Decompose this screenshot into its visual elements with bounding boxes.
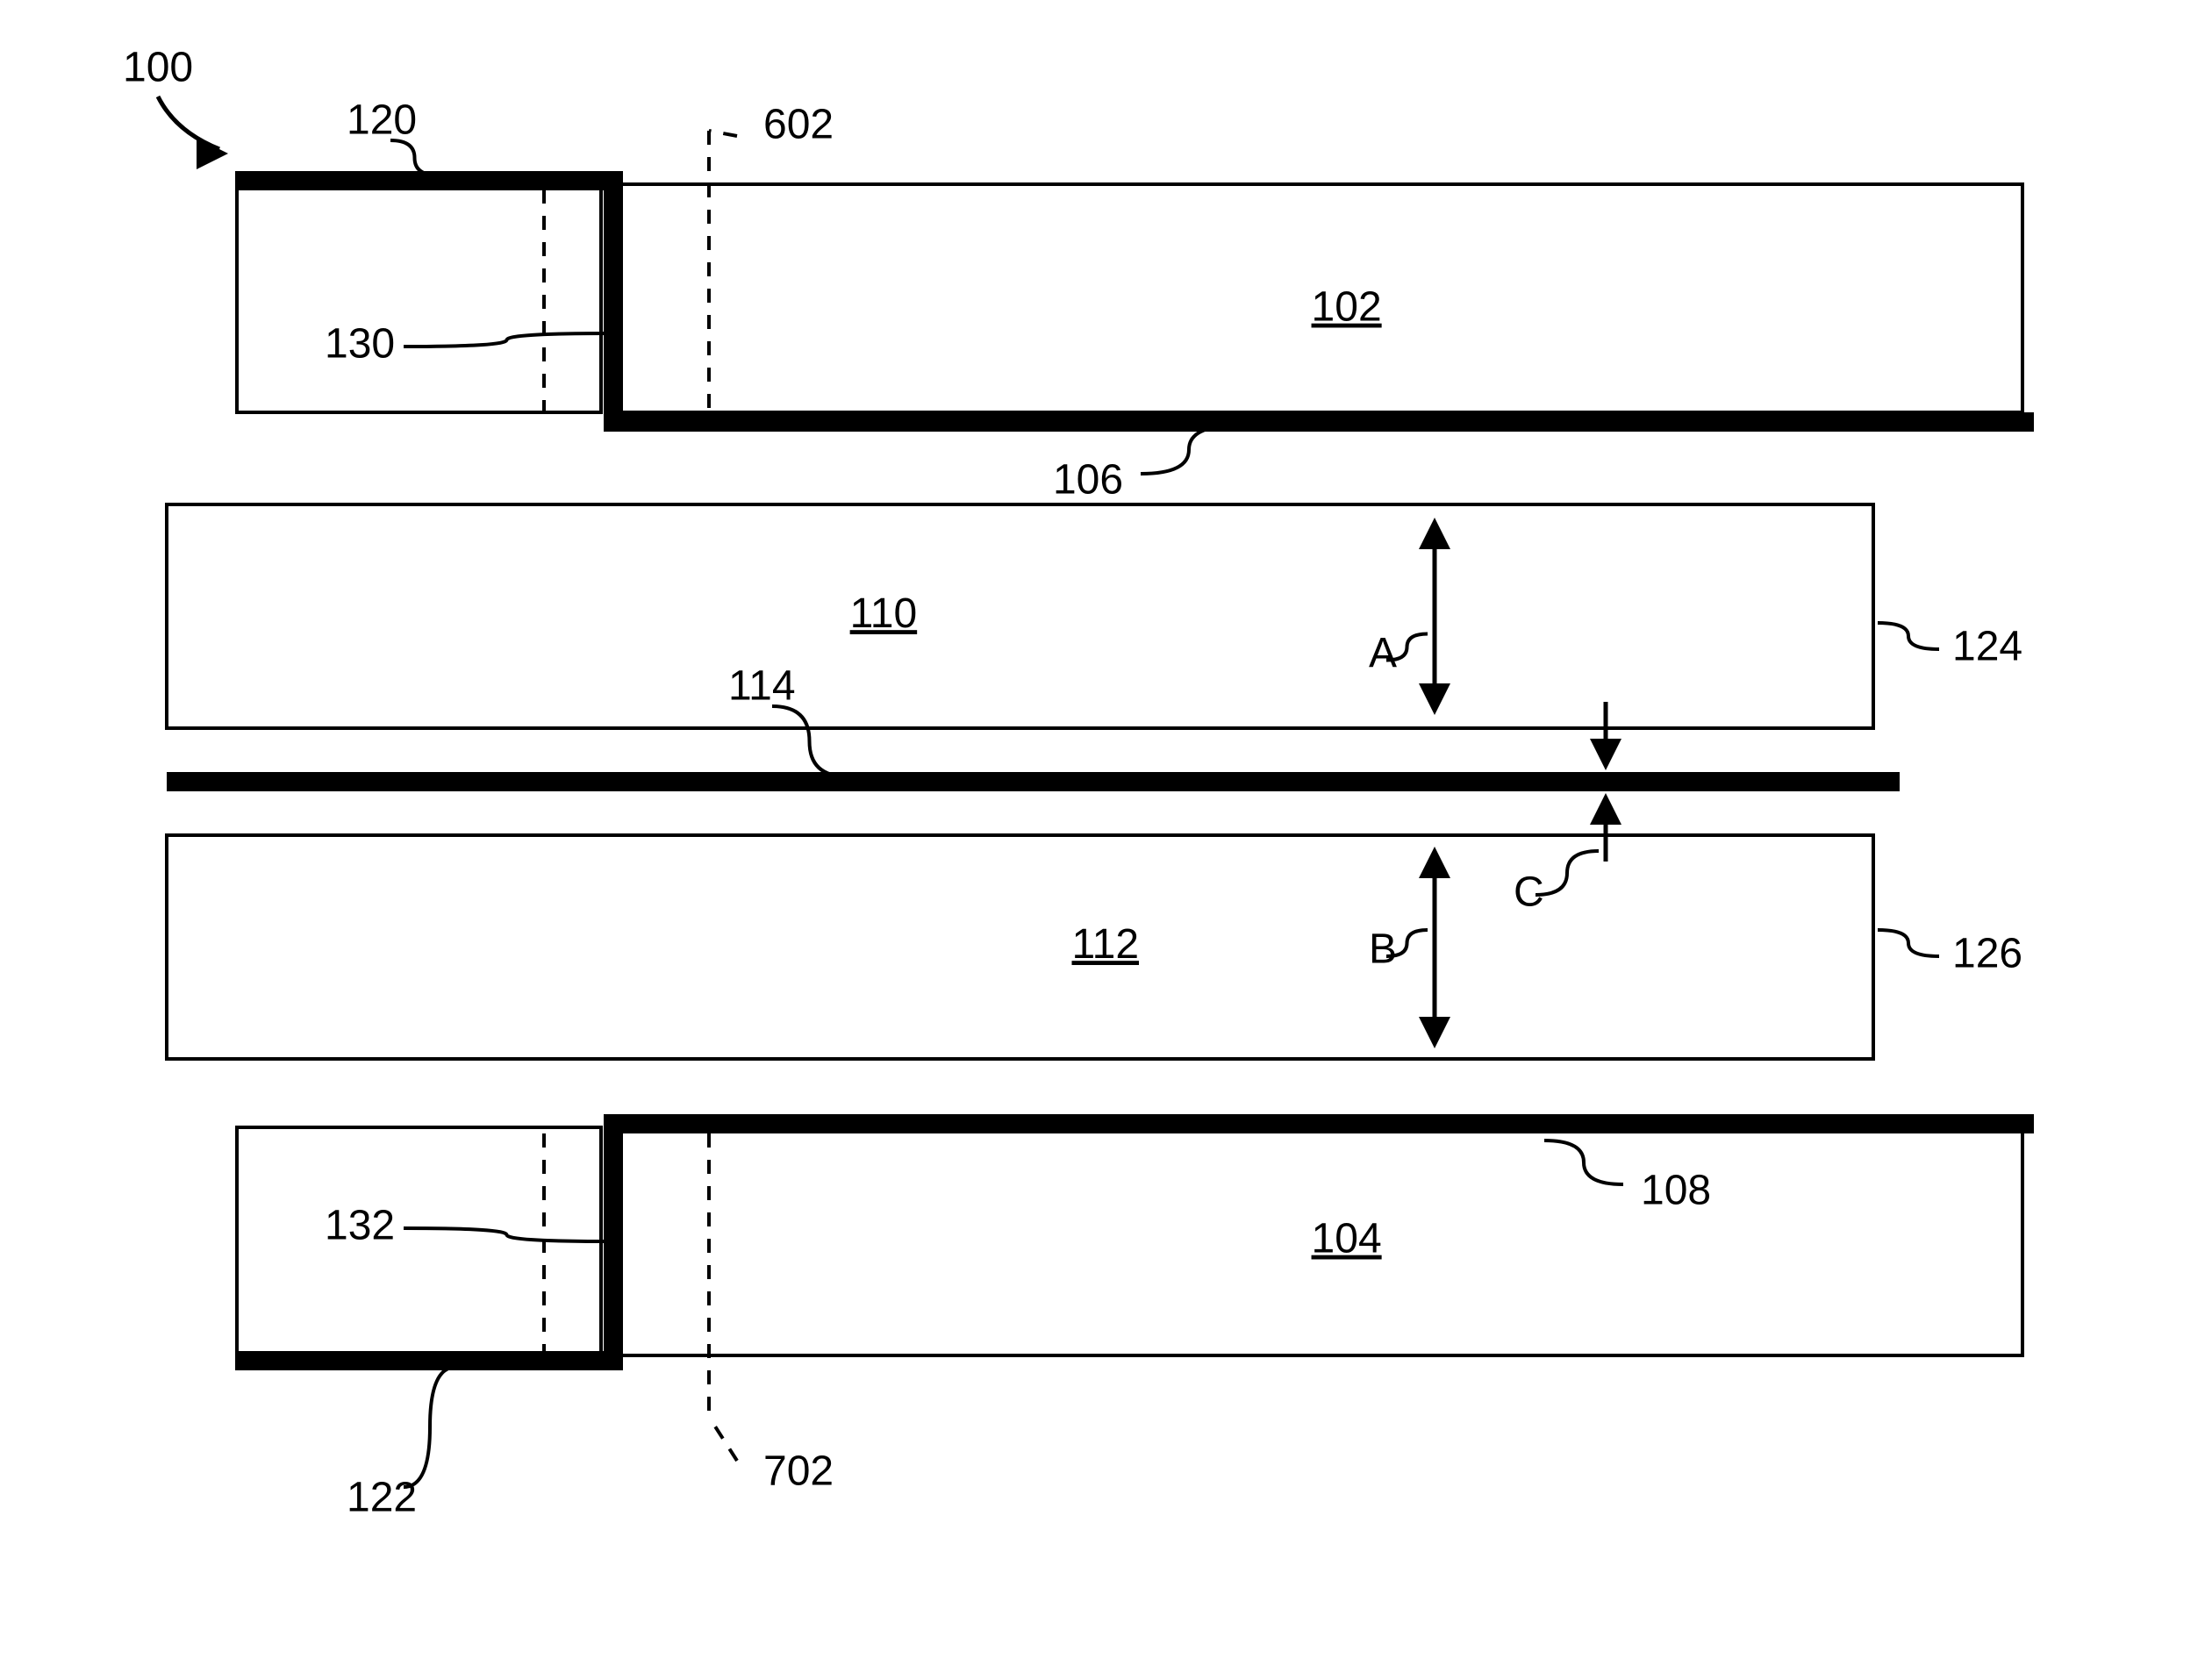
label-102: 102 (1312, 284, 1382, 331)
label-120: 120 (347, 97, 417, 144)
label-B: B (1369, 926, 1397, 973)
label-C: C (1514, 869, 1544, 916)
label-602: 602 (763, 102, 834, 148)
label-104: 104 (1312, 1216, 1382, 1262)
label-130: 130 (325, 321, 395, 368)
label-110: 110 (850, 590, 918, 637)
label-122: 122 (347, 1475, 417, 1521)
label-100: 100 (123, 45, 193, 91)
label-702: 702 (763, 1448, 834, 1495)
label-108: 108 (1641, 1168, 1711, 1214)
label-106: 106 (1053, 457, 1123, 504)
label-126: 126 (1952, 931, 2022, 977)
label-114: 114 (728, 663, 796, 710)
label-112: 112 (1071, 921, 1139, 968)
label-A: A (1369, 630, 1397, 676)
label-132: 132 (325, 1203, 395, 1249)
label-124: 124 (1952, 624, 2022, 670)
